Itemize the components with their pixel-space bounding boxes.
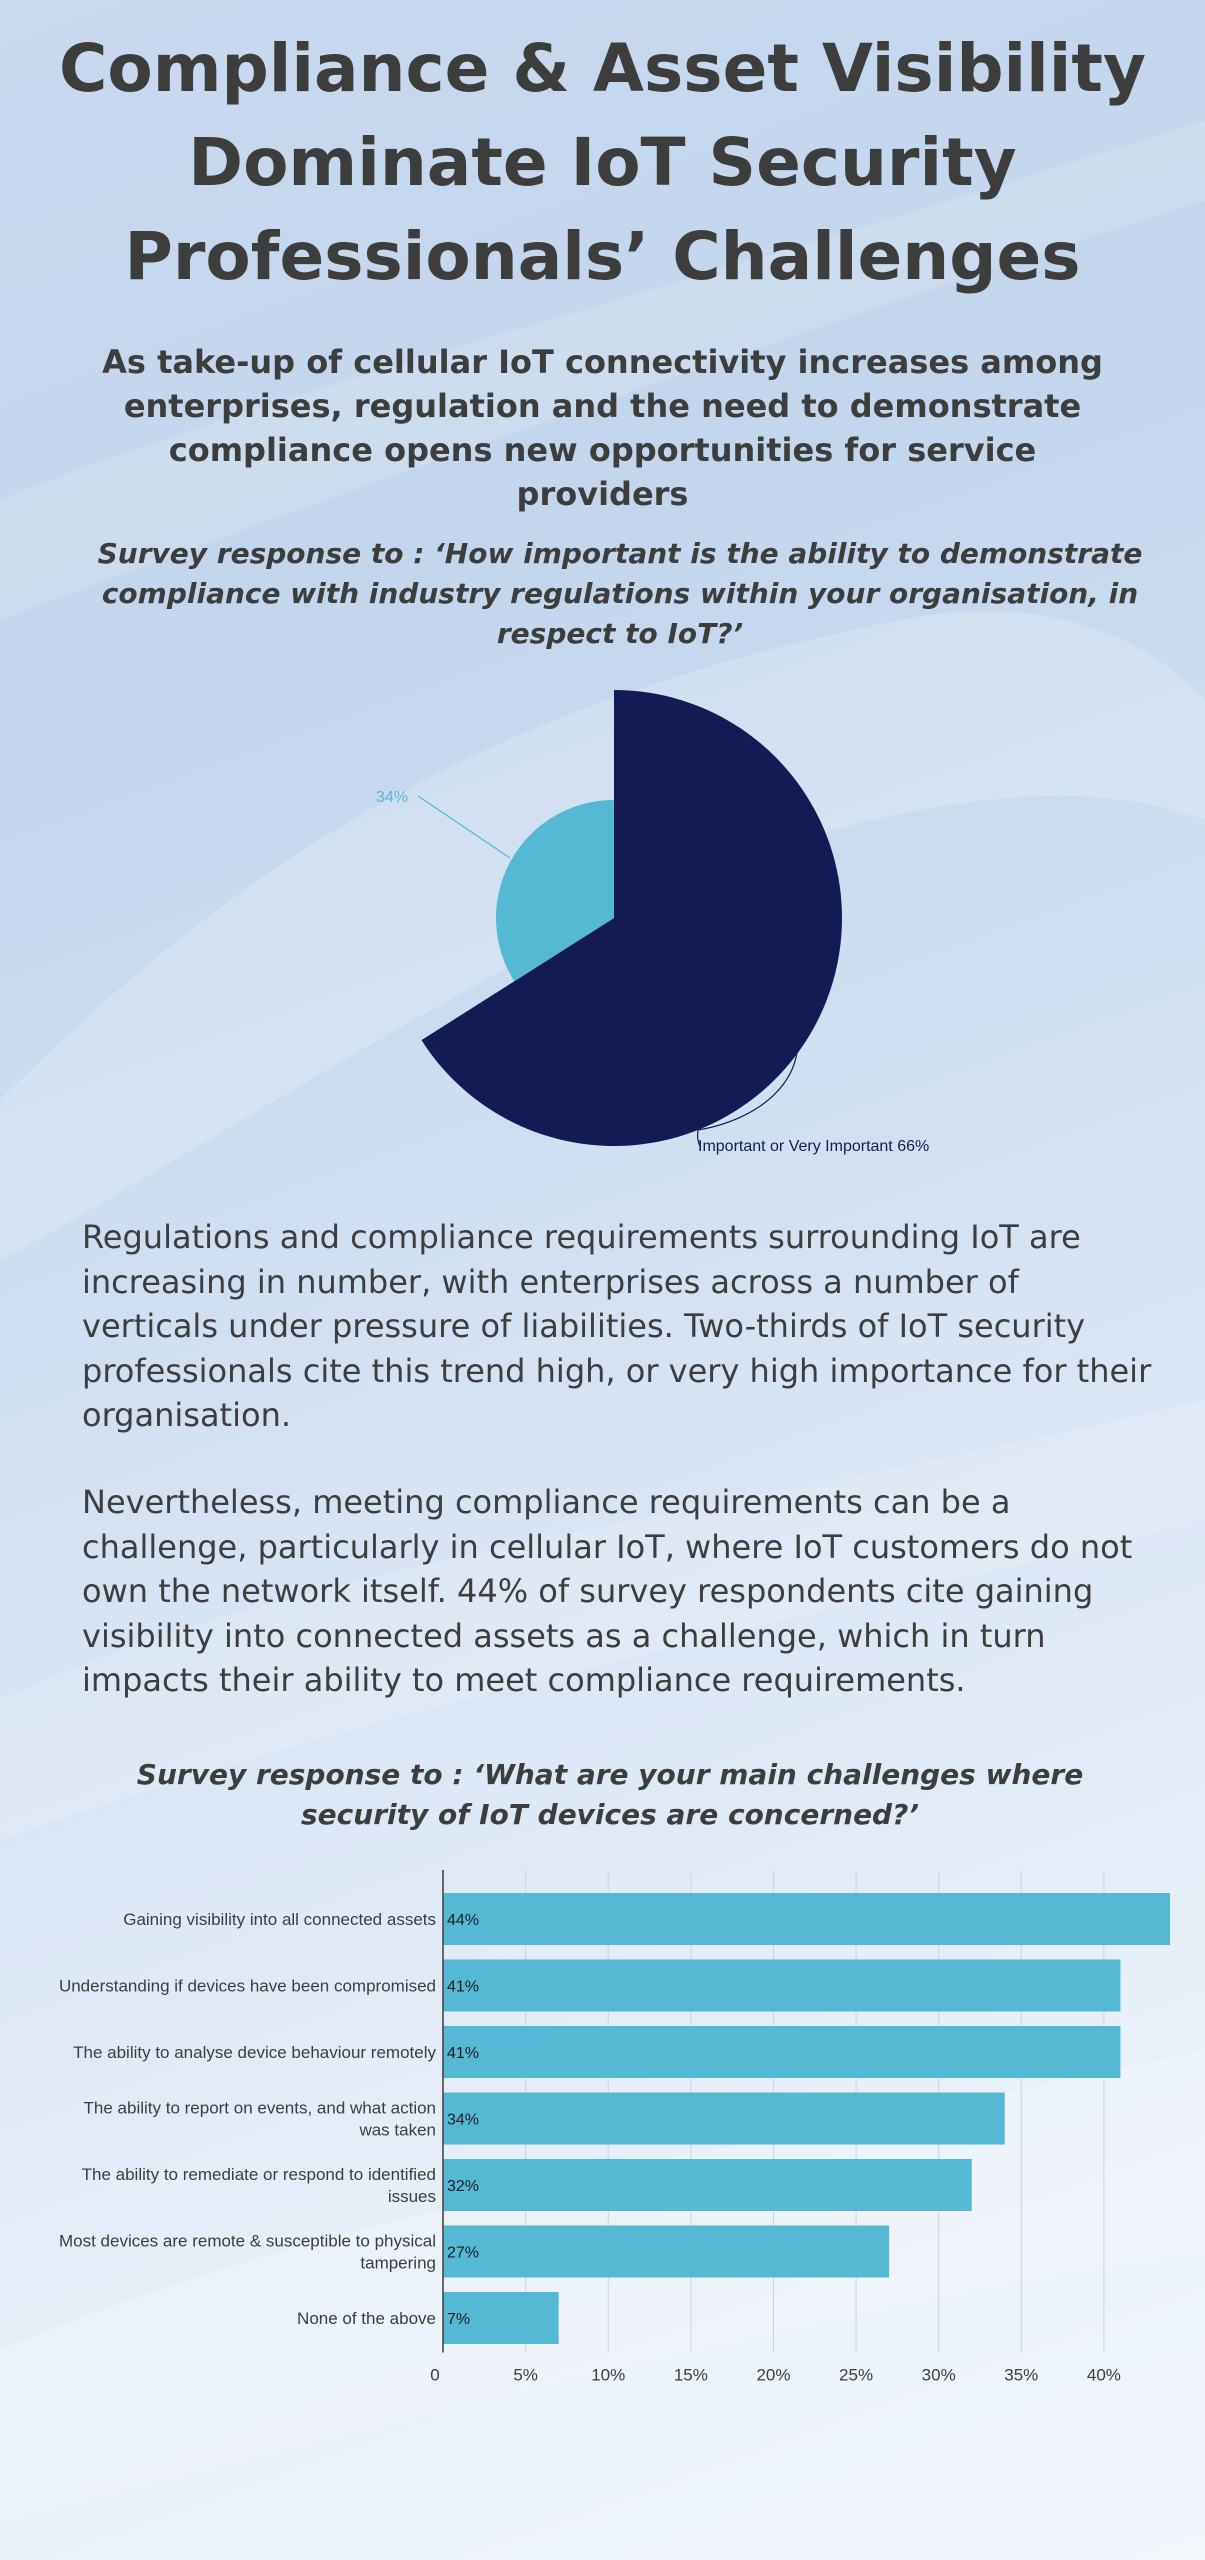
- bar-data-label: 44%: [447, 1912, 479, 1929]
- category-label: was taken: [358, 2121, 436, 2140]
- pie-leader-line: [417, 795, 511, 859]
- page-subtitle: As take-up of cellular IoT connectivity …: [102, 343, 1103, 513]
- x-tick-label: 0: [430, 2366, 439, 2385]
- x-tick-label: 40%: [1087, 2366, 1121, 2385]
- pie-label-important: Important or Very Important 66%: [698, 1138, 929, 1155]
- category-label: The ability to remediate or respond to i…: [82, 2165, 436, 2184]
- category-label: issues: [388, 2187, 436, 2206]
- bar: [443, 2225, 890, 2278]
- body-paragraph-2: Nevertheless, meeting compliance require…: [82, 1483, 1133, 1699]
- body-paragraph-1: Regulations and compliance requirements …: [82, 1218, 1152, 1434]
- bar: [443, 1893, 1170, 1945]
- category-label: Most devices are remote & susceptible to…: [59, 2232, 436, 2251]
- x-tick-label: 15%: [674, 2366, 708, 2385]
- bar-data-label: 41%: [447, 1979, 479, 1996]
- bar-data-label: 7%: [447, 2311, 470, 2328]
- category-label: None of the above: [297, 2309, 436, 2328]
- pie-slice: [421, 690, 842, 1146]
- page-title: Compliance & Asset Visibility Dominate I…: [58, 30, 1147, 295]
- category-label: Gaining visibility into all connected as…: [123, 1910, 436, 1929]
- bar: [443, 2292, 559, 2344]
- survey-question-compliance: Survey response to : ‘How important is t…: [97, 537, 1143, 650]
- x-tick-label: 25%: [839, 2366, 873, 2385]
- bar-data-label: 41%: [447, 2045, 479, 2062]
- bar-data-label: 34%: [447, 2112, 479, 2129]
- bar-data-label: 32%: [447, 2178, 479, 2195]
- bar-data-label: 27%: [447, 2245, 479, 2262]
- category-label: The ability to analyse device behaviour …: [73, 2043, 436, 2062]
- x-tick-label: 35%: [1004, 2366, 1038, 2385]
- bar: [443, 1959, 1121, 2012]
- x-tick-label: 20%: [756, 2366, 790, 2385]
- x-tick-label: 5%: [513, 2366, 538, 2385]
- category-label: Understanding if devices have been compr…: [59, 1977, 436, 1996]
- bar: [443, 2026, 1121, 2078]
- survey-question-challenges: Survey response to : ‘What are your main…: [136, 1758, 1084, 1831]
- challenges-bar-chart: 0 5% 10% 15% 20% 25% 30% 35% 40% 44% Gaining visib…: [59, 1870, 1170, 2385]
- pie-label-other: 34%: [376, 789, 408, 806]
- category-label: The ability to report on events, and wha…: [84, 2099, 436, 2118]
- bar: [443, 2159, 972, 2211]
- x-tick-label: 30%: [922, 2366, 956, 2385]
- x-tick-label: 10%: [591, 2366, 625, 2385]
- compliance-pie-chart: Important or Very Important 66% 34%: [376, 690, 929, 1155]
- category-label: tampering: [360, 2254, 436, 2273]
- pie-slice: [496, 800, 614, 982]
- bar: [443, 2092, 1005, 2145]
- pie-leader-line: [697, 969, 799, 1147]
